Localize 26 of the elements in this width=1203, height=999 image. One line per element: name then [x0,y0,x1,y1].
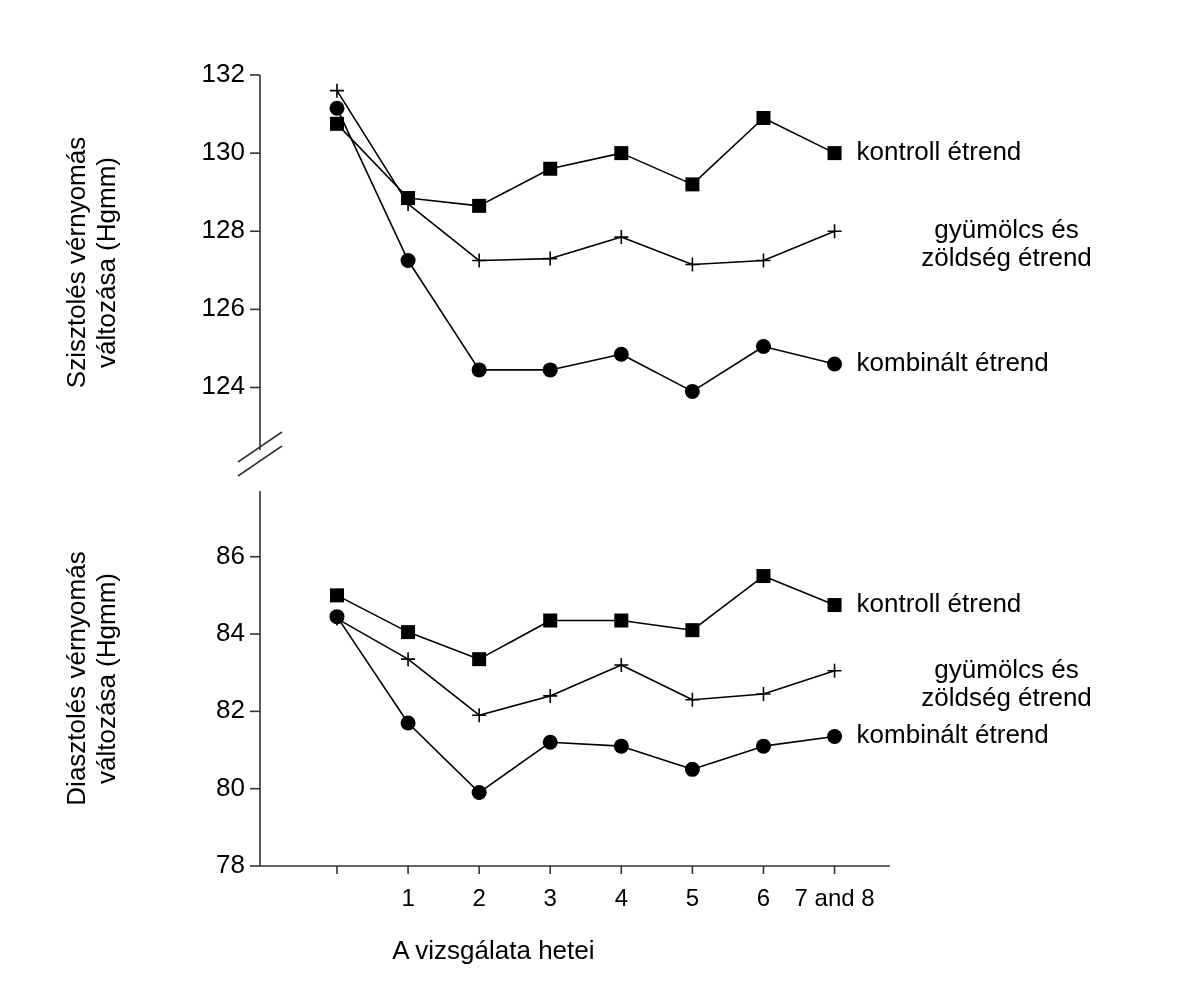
series-label: kontroll étrend [856,587,1022,618]
x-tick-label: 1 [401,884,415,911]
series-label: kombinált étrend [856,346,1049,377]
x-tick-label: 7 and 8 [794,884,875,911]
y-tick-label: 78 [216,848,245,879]
x-tick-label: 3 [543,884,557,911]
y-tick-label: 126 [201,292,245,323]
x-tick-label: 5 [685,884,700,911]
y-axis-title: Szisztolés vérnyomás változása (Hgmm) [61,136,121,389]
y-tick-label: 82 [216,694,245,725]
x-tick-label: 4 [614,884,628,911]
y-tick-label: 84 [216,616,245,647]
y-tick-label: 132 [201,57,245,88]
y-tick-label: 124 [201,370,245,401]
y-tick-label: 130 [201,136,245,166]
x-tick-label: 6 [756,884,771,911]
series-label: kombinált étrend [856,719,1049,750]
y-tick-label: 86 [216,539,245,570]
series-label: kontroll étrend [856,136,1022,166]
y-tick-label: 128 [201,214,245,245]
text: gyümölcs és zöldség étrend [921,214,1092,273]
x-tick-label: 2 [472,884,486,911]
y-tick-label: 80 [216,771,245,802]
y-axis-title: Diasztolés vérnyomás változása (Hgmm) [61,551,121,806]
x-axis-title: A vizsgálata hetei [392,935,595,965]
text: gyümölcs és zöldség étrend [921,653,1092,712]
